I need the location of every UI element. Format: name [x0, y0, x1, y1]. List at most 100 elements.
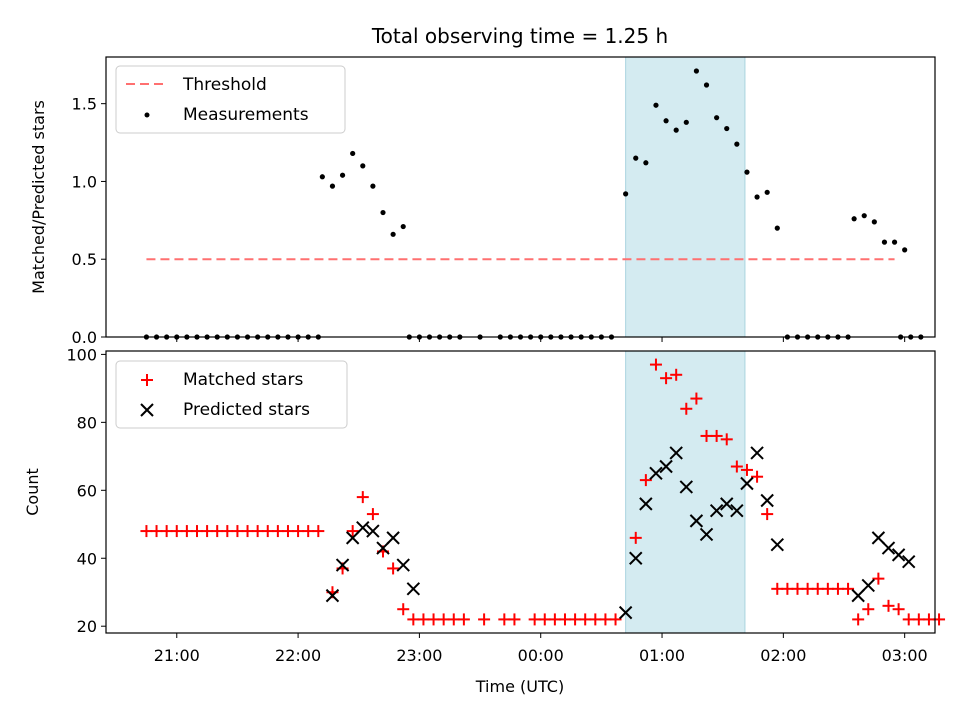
bottom-predicted-point-23 [760, 493, 774, 508]
bottom-matched-point-38 [558, 613, 571, 626]
top-measurement-point-71 [871, 219, 877, 225]
bottom-matched-point-48 [670, 368, 683, 381]
legend-predicted-label: Predicted stars [183, 400, 310, 420]
bottom-x-tick-label-6: 03:00 [882, 646, 928, 665]
top-measurement-point-53 [693, 68, 700, 74]
bottom-matched-point-10 [241, 525, 254, 538]
bottom-matched-point-15 [292, 525, 305, 538]
bottom-x-tick-label-0: 21:00 [154, 646, 200, 665]
top-measurement-point-18 [319, 174, 325, 180]
bottom-matched-point-6 [201, 525, 214, 538]
bottom-predicted-point-19 [720, 497, 734, 511]
top-legend: Threshold Measurements [115, 65, 346, 134]
bottom-predicted-point-18 [709, 503, 724, 518]
bottom-matched-point-41 [589, 613, 602, 626]
bottom-y-tick-label-2: 60 [77, 481, 97, 500]
top-measurement-point-25 [390, 231, 396, 237]
top-measurement-point-56 [724, 125, 730, 132]
bottom-predicted-point-15 [679, 480, 694, 494]
top-measurement-point-55 [714, 115, 720, 121]
bottom-predicted-point-25 [851, 588, 865, 603]
bottom-matched-point-32 [478, 613, 491, 626]
bottom-matched-point-29 [437, 613, 450, 626]
bottom-matched-point-45 [639, 474, 652, 487]
bottom-predicted-point-3 [356, 520, 370, 535]
top-x-ticks [176, 337, 906, 342]
bottom-matched-point-68 [872, 572, 885, 585]
bottom-matched-point-59 [781, 582, 794, 595]
bottom-predicted-point-5 [376, 541, 390, 555]
top-measurement-point-26 [400, 223, 406, 230]
bottom-matched-point-64 [831, 582, 844, 595]
bottom-matched-point-27 [417, 613, 430, 626]
top-panel: 0.0 0.5 1.0 1.5 Matched/Predicted stars Thr… [29, 56, 936, 347]
top-y-tick-label-1: 0.5 [72, 250, 97, 269]
top-y-axis-label: Matched/Predicted stars [29, 100, 48, 294]
bottom-predicted-point-6 [386, 531, 400, 545]
top-measurement-point-48 [643, 160, 649, 166]
bottom-matched-point-4 [180, 525, 193, 538]
bottom-predicted-point-0 [325, 588, 340, 603]
bottom-matched-point-30 [447, 613, 460, 626]
bottom-matched-point-3 [170, 525, 183, 538]
top-measurement-point-58 [744, 169, 750, 175]
top-measurement-point-57 [734, 141, 740, 147]
bottom-matched-point-34 [508, 613, 521, 626]
bottom-matched-point-28 [427, 613, 440, 626]
bottom-x-tick-label-5: 02:00 [760, 646, 806, 665]
top-shaded-interval [625, 56, 746, 338]
bottom-matched-point-16 [302, 525, 315, 538]
bottom-legend-box [115, 360, 348, 429]
bottom-matched-point-73 [922, 613, 935, 626]
bottom-y-tick-label-0: 20 [77, 617, 97, 636]
top-panel-frame [105, 56, 936, 338]
top-measurement-point-19 [329, 183, 336, 189]
bottom-predicted-point-24 [770, 537, 784, 552]
bottom-matched-point-65 [842, 582, 855, 595]
bottom-matched-point-46 [649, 358, 662, 371]
bottom-matched-point-0 [140, 525, 153, 538]
bottom-matched-point-42 [599, 613, 612, 626]
top-y-tick-label-2: 1.0 [72, 172, 97, 191]
bottom-matched-point-21 [356, 491, 369, 504]
top-measurement-point-60 [764, 189, 770, 195]
bottom-matched-point-71 [902, 613, 915, 626]
top-measurement-point-61 [774, 225, 780, 231]
bottom-matched-point-1 [150, 525, 163, 538]
bottom-matched-point-43 [609, 613, 622, 626]
legend-matched-swatch [141, 374, 153, 386]
legend-measurements-swatch [144, 112, 150, 118]
top-measurement-point-22 [360, 163, 366, 169]
bottom-matched-point-56 [751, 470, 764, 483]
bottom-matched-point-22 [366, 508, 379, 521]
bottom-matched-point-36 [538, 613, 551, 626]
bottom-matched-point-66 [852, 613, 865, 626]
bottom-predicted-point-29 [891, 548, 906, 562]
bottom-predicted-point-30 [902, 554, 916, 569]
bottom-matched-point-5 [190, 525, 203, 538]
bottom-matched-point-17 [312, 525, 325, 538]
top-measurement-point-47 [633, 155, 639, 161]
legend-predicted-swatch [140, 403, 154, 417]
bottom-matched-point-9 [231, 525, 244, 538]
top-measurement-point-21 [350, 150, 356, 157]
bottom-matched-point-49 [680, 402, 693, 415]
bottom-matched-point-37 [548, 613, 561, 626]
bottom-matched-point-26 [407, 613, 420, 626]
chart-title: Total observing time = 1.25 h [371, 24, 668, 48]
bottom-y-axis-label: Count [23, 468, 42, 516]
bottom-matched-point-72 [912, 613, 925, 626]
bottom-predicted-point-1 [335, 558, 350, 572]
bottom-predicted-point-21 [740, 476, 754, 491]
bottom-predicted-point-10 [629, 551, 643, 565]
bottom-matched-point-63 [821, 582, 834, 595]
top-measurement-point-74 [902, 247, 908, 253]
bottom-matched-point-44 [629, 531, 642, 544]
legend-measurements-label: Measurements [183, 105, 309, 125]
bottom-y-tick-label-1: 40 [77, 549, 97, 568]
bottom-x-tick-label-3: 00:00 [518, 646, 564, 665]
bottom-matched-point-35 [528, 613, 541, 626]
top-y-ticks: 0.0 0.5 1.0 1.5 [72, 95, 106, 347]
bottom-matched-point-7 [211, 525, 224, 538]
